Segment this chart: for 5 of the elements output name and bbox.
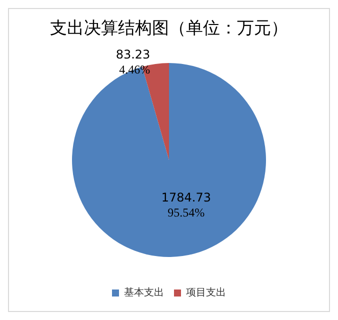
- data-label: 1784.73 95.54%: [161, 190, 211, 220]
- legend-label: 项目支出: [186, 286, 226, 298]
- chart-title: 支出决算结构图（单位：万元）: [50, 18, 288, 38]
- legend-label: 基本支出: [124, 286, 164, 298]
- data-label: 83.23 4.46%: [116, 47, 150, 76]
